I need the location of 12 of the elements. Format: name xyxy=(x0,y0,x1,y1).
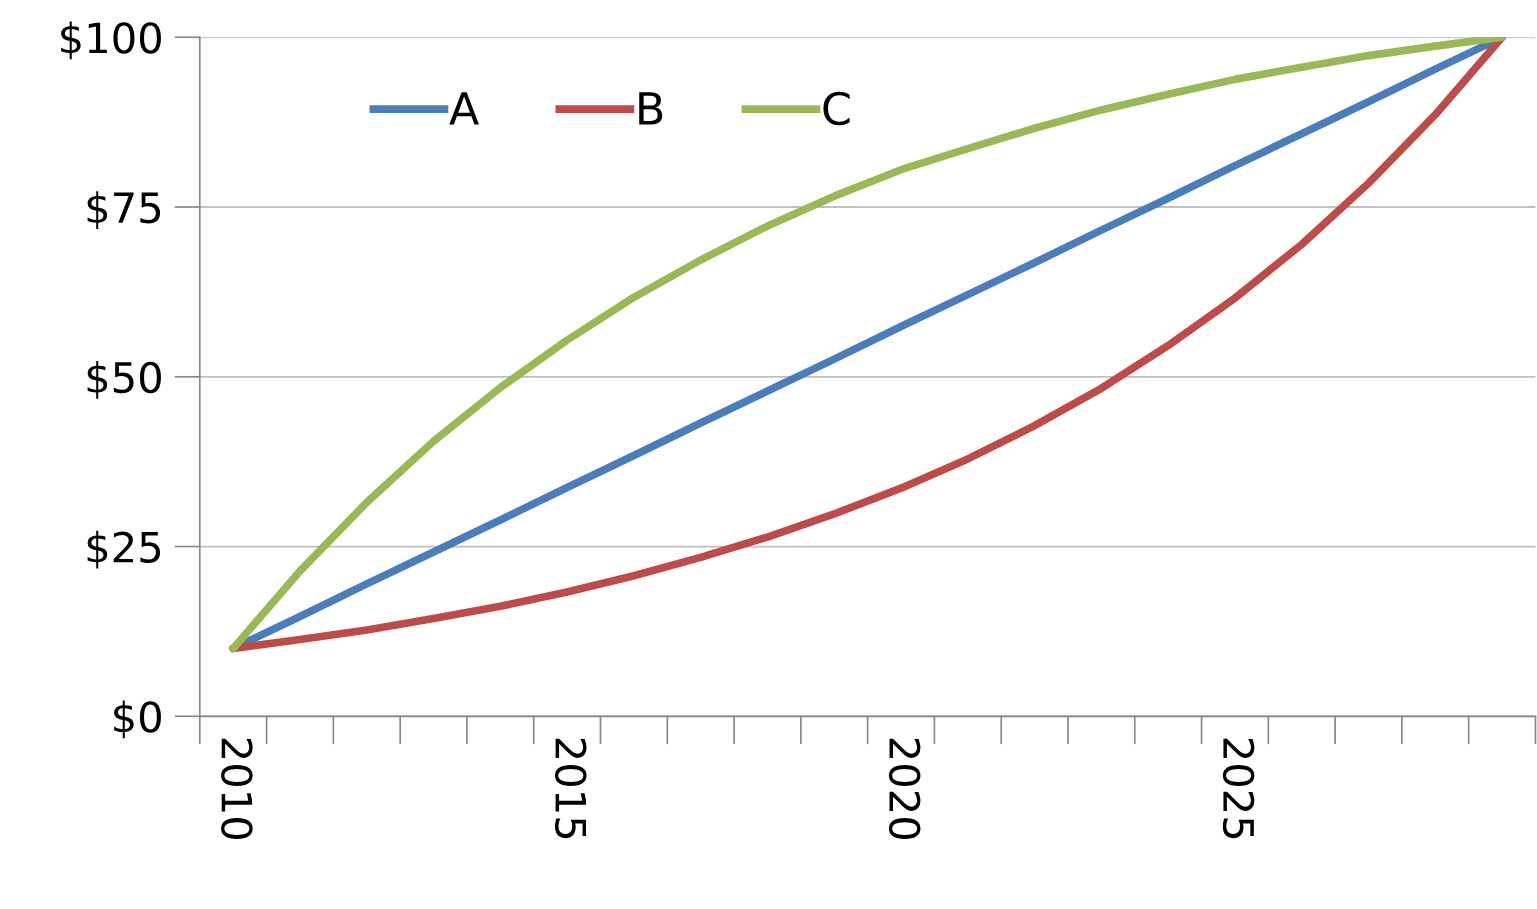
x-tick-label: 2025 xyxy=(1222,738,1255,839)
legend-label: C xyxy=(823,91,850,126)
y-tick-label: $50 xyxy=(87,360,161,399)
x-tick-label: 2015 xyxy=(555,738,587,839)
y-tick-label: $25 xyxy=(87,530,161,569)
legend-label: A xyxy=(449,92,479,125)
y-tick-label: $0 xyxy=(114,700,161,739)
y-tick-label: $100 xyxy=(61,21,161,60)
x-tick-label: 2010 xyxy=(221,738,253,840)
x-tick-label: 2020 xyxy=(888,738,921,840)
legend-label: B xyxy=(639,92,663,125)
y-tick-label: $75 xyxy=(87,191,161,229)
